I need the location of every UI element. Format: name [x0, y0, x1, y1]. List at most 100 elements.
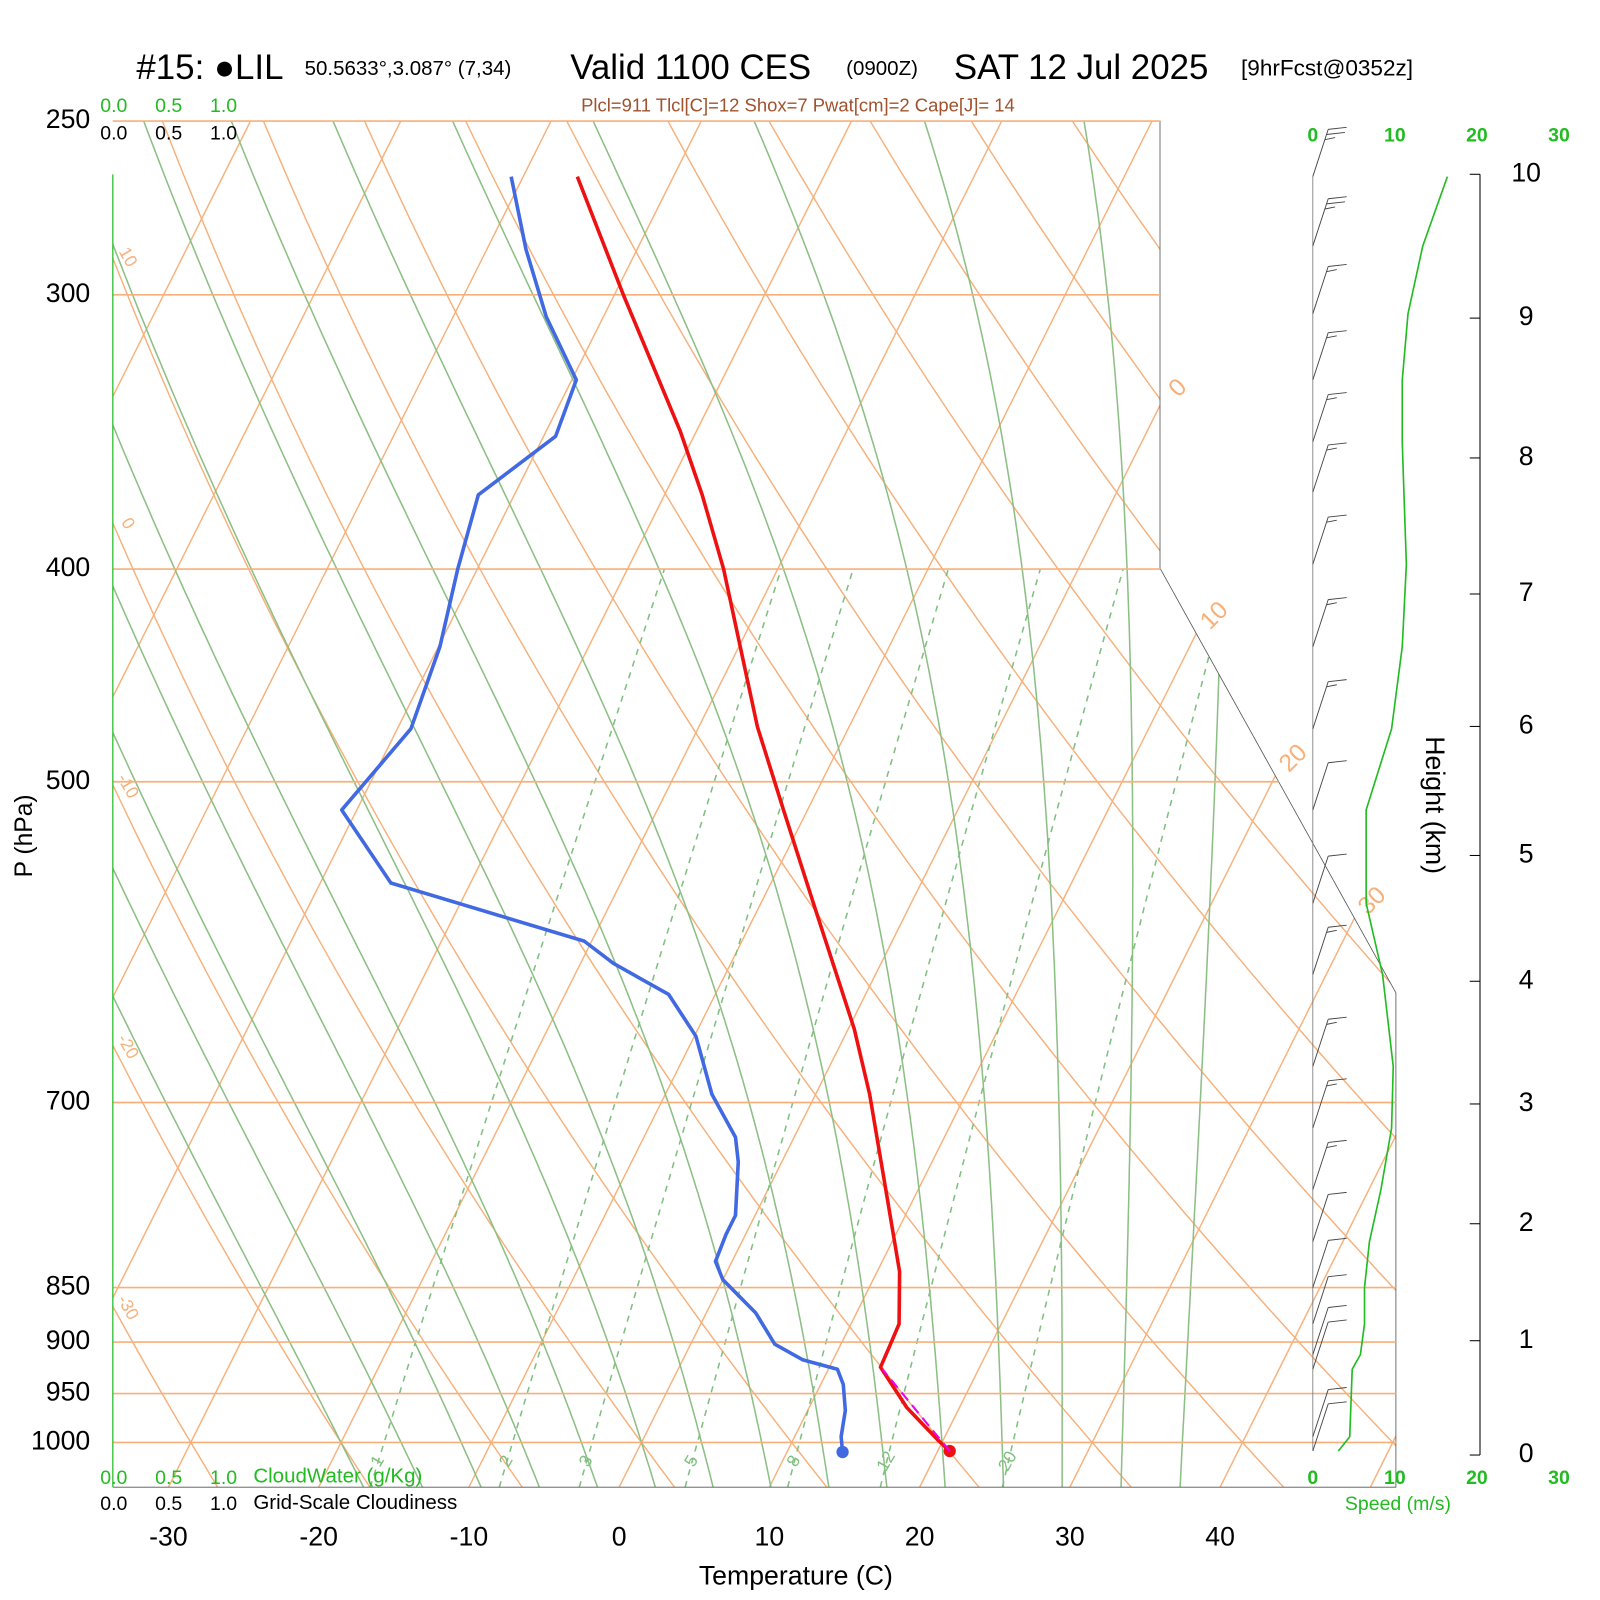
barb-staff — [1312, 444, 1329, 493]
wind-barb — [1312, 264, 1347, 314]
dry-adiabat — [566, 121, 1396, 1488]
barb-staff — [1312, 129, 1329, 177]
wind-barb — [1312, 924, 1347, 975]
barb-feather — [1328, 760, 1347, 764]
cloudwater-label: CloudWater (g/Kg) — [253, 1464, 422, 1487]
wind-barb — [1312, 514, 1347, 565]
barb-feather — [1326, 447, 1337, 451]
barb-feather — [1328, 924, 1347, 928]
y-tick-label: 700 — [46, 1086, 90, 1116]
wind-barb — [1312, 126, 1347, 177]
barb-feather — [1328, 1139, 1347, 1143]
wind-barb — [1312, 1387, 1347, 1437]
moist-adiabat — [112, 121, 483, 1488]
barb-feather — [1328, 196, 1347, 200]
moist-adiabat — [112, 121, 424, 1488]
barb-feather — [1326, 1021, 1337, 1025]
y-tick-label: 850 — [46, 1271, 90, 1301]
y-tick-label: 900 — [46, 1325, 90, 1355]
cloudiness-tick-label: 0.0 — [100, 122, 127, 144]
mixing-ratio-line — [369, 568, 666, 1488]
barb-feather — [1328, 597, 1347, 601]
height-tick-label: 8 — [1519, 441, 1534, 471]
barb-feather — [1328, 442, 1347, 446]
dry-adiabat — [869, 121, 1396, 1488]
height-tick-label: 6 — [1519, 709, 1534, 739]
isotherm — [112, 121, 702, 1488]
barb-staff — [1312, 762, 1329, 811]
barb-staff — [1312, 1321, 1329, 1370]
barb-feather — [1328, 1016, 1347, 1020]
barb-feather — [1328, 1304, 1347, 1308]
barb-feather — [1324, 206, 1336, 210]
mixing-ratio-line — [578, 568, 854, 1488]
wind-tick-label: 10 — [1384, 1467, 1406, 1489]
wind-barb — [1312, 1016, 1347, 1067]
dry-adiabat — [112, 121, 219, 1488]
wind-barb — [1312, 597, 1347, 647]
y-tick-label: 250 — [46, 104, 90, 134]
barb-staff — [1312, 266, 1329, 314]
moist-adiabat — [1083, 121, 1134, 1488]
barb-staff — [1312, 927, 1329, 975]
profile-line — [339, 176, 848, 1453]
dry-adiabat — [768, 121, 1396, 1488]
barb-staff — [1312, 1403, 1329, 1452]
height-tick-label: 1 — [1519, 1324, 1534, 1354]
barb-feather — [1328, 392, 1347, 396]
wind-barb — [1312, 1401, 1347, 1452]
x-tick-label: 30 — [1055, 1522, 1085, 1552]
isotherm — [112, 121, 552, 1488]
wind-tick-label: 30 — [1548, 125, 1570, 147]
dry-adiabat — [112, 121, 371, 1488]
moist-adiabat — [230, 121, 773, 1488]
isotherm — [468, 121, 1153, 1488]
wind-barb — [1312, 1191, 1347, 1242]
barb-staff — [1312, 198, 1329, 247]
x-tick-label: 10 — [755, 1522, 785, 1552]
barb-feather — [1328, 330, 1347, 334]
title-forecast: [9hrFcst@0352z] — [1241, 56, 1413, 81]
height-tick-label: 3 — [1519, 1087, 1534, 1117]
moist-adiabat — [112, 121, 541, 1488]
barb-feather — [1326, 1145, 1337, 1149]
barb-staff — [1312, 599, 1329, 647]
height-tick-label: 2 — [1519, 1207, 1534, 1237]
barb-staff — [1312, 332, 1329, 381]
barb-feather — [1328, 679, 1347, 683]
profile-line — [575, 175, 951, 1453]
mixing-ratio-line — [1001, 568, 1233, 1488]
wind-tick-label: 10 — [1384, 125, 1406, 147]
barb-feather — [1328, 1191, 1347, 1195]
barb-feather — [1326, 519, 1337, 523]
moist-adiabat — [142, 121, 715, 1488]
background-lines — [112, 121, 1396, 1488]
isotherm — [1219, 121, 1396, 1488]
wind-tick-label: 20 — [1466, 1467, 1488, 1489]
wind-tick-label: 0 — [1307, 1467, 1318, 1489]
cloud_water-tick-label: 0.5 — [155, 1467, 182, 1489]
moist-adiabat — [112, 121, 366, 1488]
wind-barb — [1312, 1304, 1347, 1355]
barb-staff — [1312, 1080, 1329, 1129]
x-tick-label: 20 — [905, 1522, 935, 1552]
moist-adiabat — [753, 121, 1005, 1488]
moist-adiabat — [112, 121, 657, 1488]
barb-staff — [1312, 1307, 1329, 1355]
barb-staff — [1312, 516, 1329, 565]
barb-feather — [1328, 264, 1347, 267]
barb-staff — [1312, 855, 1329, 904]
cloudiness-tick-label: 1.0 — [210, 122, 237, 144]
barb-feather — [1328, 1401, 1347, 1405]
cloud_water-tick-label: 1.0 — [210, 95, 237, 117]
barb-feather — [1328, 1274, 1347, 1278]
wind-barb — [1312, 1274, 1347, 1325]
cloudiness-label: Grid-Scale Cloudiness — [253, 1491, 457, 1514]
wind-tick-label: 20 — [1466, 125, 1488, 147]
x-tick-label: 0 — [612, 1522, 627, 1552]
title-coords: 50.5633°,3.087° (7,34) — [305, 57, 512, 80]
barb-staff — [1312, 1276, 1329, 1325]
y-tick-label: 300 — [46, 278, 90, 308]
barb-staff — [1312, 1019, 1329, 1067]
